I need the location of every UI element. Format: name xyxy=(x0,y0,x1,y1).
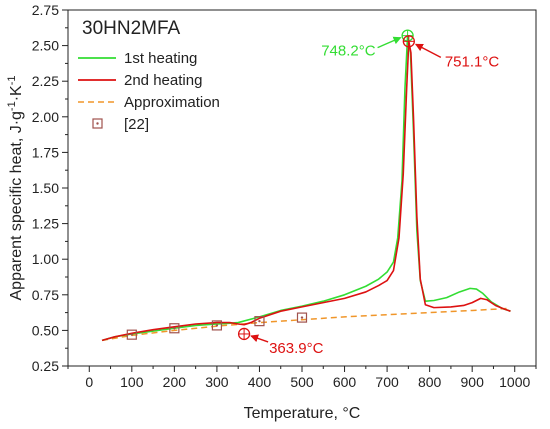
legend: 1st heating 2nd heating Approximation [2… xyxy=(78,50,220,133)
x-tick-label-100: 100 xyxy=(120,374,144,390)
y-tick-label-2.75: 2.75 xyxy=(32,2,59,18)
y-tick-label-0.50: 0.50 xyxy=(32,322,59,338)
y-axis-title-main: Apparent specific heat, J·g xyxy=(8,111,25,300)
y-axis-title-mid: ·K xyxy=(8,85,25,101)
legend-label-2nd-heating: 2nd heating xyxy=(124,72,202,89)
y-tick-label-2.50: 2.50 xyxy=(32,38,59,54)
legend-label-ref22: [22] xyxy=(124,116,149,133)
x-tick-label-900: 900 xyxy=(461,374,485,390)
data-point-ref22-300 xyxy=(211,320,223,331)
legend-label-1st-heating: 1st heating xyxy=(124,50,197,67)
annotation-layer: 748.2°C 751.1°C 363.9°C xyxy=(237,29,500,357)
x-tick-label-200: 200 xyxy=(163,374,187,390)
y-tick-label-2.25: 2.25 xyxy=(32,73,59,89)
annotation-label-751: 751.1°C xyxy=(445,53,500,70)
annotation-peak-2nd: 751.1°C xyxy=(402,35,500,70)
y-tick-label-1.00: 1.00 xyxy=(32,251,59,267)
y-axis-title: Apparent specific heat, J·g-1·K-1 xyxy=(6,76,25,301)
x-tick-label-0: 0 xyxy=(85,374,93,390)
y-axis-title-sup2: -1 xyxy=(6,76,18,86)
legend-label-approximation: Approximation xyxy=(124,94,220,111)
annotation-label-363: 363.9°C xyxy=(269,340,324,357)
x-tick-label-500: 500 xyxy=(290,374,314,390)
series-22 xyxy=(126,312,308,340)
y-tick-label-1.50: 1.50 xyxy=(32,180,59,196)
x-tick-label-300: 300 xyxy=(205,374,229,390)
annotation-dip-2nd: 363.9°C xyxy=(237,327,324,357)
annotation-label-748: 748.2°C xyxy=(321,43,376,60)
x-tick-label-600: 600 xyxy=(333,374,357,390)
series-layer xyxy=(101,34,511,342)
data-point-ref22-400 xyxy=(254,316,265,327)
series-line-2nd-heating xyxy=(101,40,511,342)
x-axis-title: Temperature, °C xyxy=(244,405,361,422)
x-tick-label-400: 400 xyxy=(248,374,272,390)
data-point-ref22-500 xyxy=(296,312,308,323)
y-tick-label-2.00: 2.00 xyxy=(32,109,59,125)
y-tick-label-0.25: 0.25 xyxy=(32,358,59,374)
annotation-peak-1st: 748.2°C xyxy=(321,29,414,60)
y-tick-label-1.75: 1.75 xyxy=(32,144,59,160)
x-axis-ticks: 0 100 200 300 400 500 600 700 800 900 1000 xyxy=(67,366,537,390)
y-axis-ticks: 0.25 0.50 0.75 1.00 1.25 1.50 1.75 2.00 2.25 2.50… xyxy=(32,2,68,374)
chart-title: 30HN2MFA xyxy=(82,18,181,39)
y-axis-title-sup1: -1 xyxy=(6,101,18,111)
series-line-approximation xyxy=(101,307,511,342)
legend-swatch-ref22-icon xyxy=(92,118,103,129)
series-line-1st-heating xyxy=(101,34,511,342)
data-point-ref22-100 xyxy=(126,329,137,340)
y-tick-label-0.75: 0.75 xyxy=(32,287,59,303)
x-tick-label-1000: 1000 xyxy=(499,374,530,390)
x-tick-label-700: 700 xyxy=(375,374,399,390)
y-tick-label-1.25: 1.25 xyxy=(32,216,59,232)
data-point-ref22-200 xyxy=(169,323,180,334)
x-tick-label-800: 800 xyxy=(418,374,442,390)
